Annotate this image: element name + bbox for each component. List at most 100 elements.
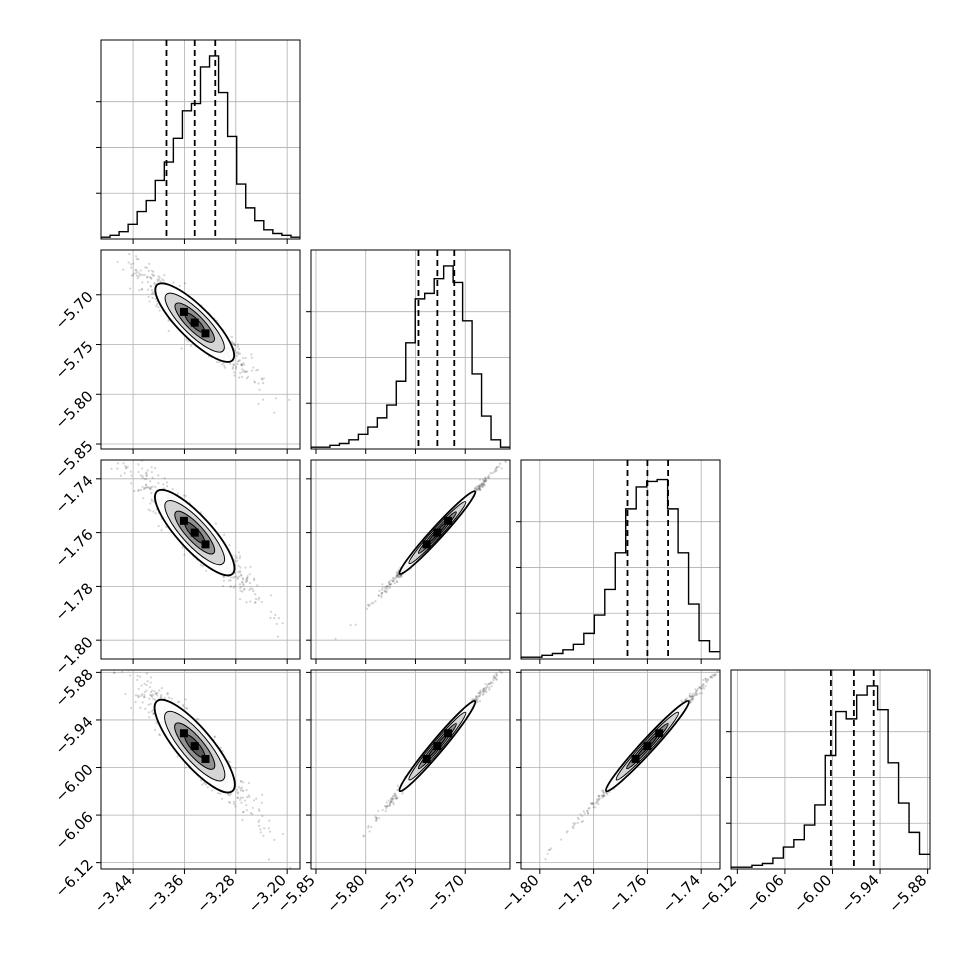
- sample-point: [241, 368, 244, 371]
- sample-point: [370, 825, 373, 829]
- sample-point: [158, 309, 161, 312]
- sample-point: [513, 448, 515, 450]
- sample-point: [492, 675, 495, 679]
- sample-point: [223, 366, 227, 369]
- sample-point: [240, 363, 244, 366]
- sample-point: [152, 274, 155, 277]
- sample-point: [488, 682, 491, 685]
- sample-point: [244, 578, 248, 581]
- sample-point: [143, 693, 146, 696]
- sample-point: [384, 804, 387, 808]
- sample-point: [238, 376, 241, 379]
- sample-point: [480, 482, 483, 485]
- sample-point: [493, 674, 496, 677]
- sample-point: [493, 677, 497, 680]
- sample-point: [483, 689, 486, 692]
- sample-point: [489, 682, 492, 685]
- sample-point: [389, 802, 392, 805]
- sample-point: [246, 577, 249, 580]
- sample-point: [597, 798, 600, 801]
- sample-point: [380, 592, 383, 595]
- sample-point: [257, 598, 260, 601]
- sample-point: [247, 794, 250, 797]
- sample-point: [696, 687, 700, 690]
- sample-point: [137, 489, 141, 492]
- sample-point: [380, 591, 383, 595]
- sample-point: [492, 677, 495, 680]
- sample-point: [255, 369, 258, 372]
- sample-point: [380, 594, 383, 597]
- sample-point: [151, 296, 154, 300]
- sample-point: [159, 280, 162, 283]
- sample-point: [374, 600, 377, 603]
- sample-point: [684, 698, 687, 701]
- sample-point: [396, 784, 399, 787]
- sample-point: [143, 682, 146, 685]
- sample-point: [144, 484, 147, 487]
- sample-point: [125, 466, 128, 469]
- sample-point: [238, 359, 242, 362]
- sample-point: [393, 578, 396, 581]
- sample-point: [138, 289, 141, 292]
- panel-frame: [100, 459, 301, 660]
- sample-point: [160, 529, 163, 532]
- sample-point: [500, 467, 503, 470]
- sample-point: [233, 344, 236, 347]
- sample-point: [233, 374, 236, 377]
- sample-point: [246, 576, 249, 580]
- sample-point: [384, 809, 387, 813]
- sample-point: [701, 683, 704, 686]
- density-peak: [179, 516, 188, 525]
- sample-point: [233, 585, 237, 588]
- sample-point: [201, 783, 204, 786]
- sample-point: [691, 694, 694, 698]
- sample-point: [237, 350, 240, 354]
- sample-point: [691, 697, 694, 700]
- sample-point: [571, 825, 574, 828]
- sample-point: [157, 733, 161, 736]
- sample-point: [234, 575, 238, 578]
- sample-point: [181, 546, 184, 549]
- sample-point: [122, 660, 124, 662]
- sample-point: [241, 789, 244, 792]
- sample-point: [483, 687, 486, 690]
- sample-point: [129, 263, 133, 266]
- sample-point: [229, 585, 232, 588]
- sample-point: [487, 476, 491, 479]
- sample-point: [143, 690, 146, 694]
- sample-point: [121, 670, 124, 673]
- sample-point: [247, 781, 251, 785]
- sample-point: [134, 666, 136, 668]
- sample-point: [508, 656, 510, 658]
- sample-point: [151, 485, 154, 488]
- sample-point: [238, 554, 242, 558]
- sample-point: [227, 579, 231, 582]
- sample-point: [251, 813, 254, 816]
- sample-point: [476, 697, 479, 700]
- sample-point: [238, 352, 242, 355]
- sample-point: [256, 584, 259, 587]
- sample-point: [488, 682, 491, 686]
- sample-point: [242, 582, 245, 586]
- sample-point: [157, 275, 160, 278]
- sample-point: [482, 690, 486, 693]
- sample-point: [108, 243, 110, 245]
- sample-point: [272, 617, 276, 620]
- sample-point: [151, 695, 154, 699]
- sample-point: [505, 457, 507, 459]
- sample-point: [162, 279, 165, 282]
- panel-2-1: [306, 448, 515, 664]
- sample-point: [147, 508, 150, 511]
- sample-point: [495, 469, 498, 472]
- sample-point: [150, 710, 153, 713]
- sample-point: [148, 697, 151, 700]
- sample-point: [141, 475, 144, 478]
- sample-point: [479, 488, 482, 492]
- sample-point: [368, 603, 371, 607]
- sample-point: [375, 816, 378, 820]
- sample-point: [241, 370, 244, 374]
- sample-point: [488, 686, 491, 689]
- x-tick-label: −3.36: [142, 871, 187, 916]
- sample-point: [242, 584, 245, 587]
- sample-point: [144, 707, 147, 710]
